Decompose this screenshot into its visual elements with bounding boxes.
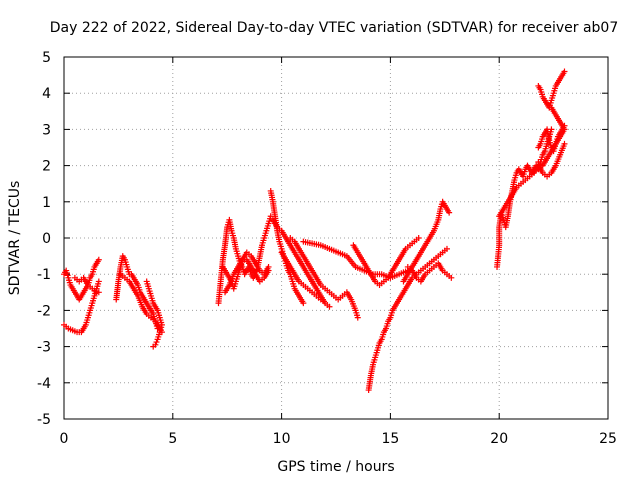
data-point <box>561 140 568 147</box>
y-tick-labels: -5 -4 -3 -2 -1 0 1 2 3 4 5 <box>37 50 51 428</box>
series-trace-03 <box>71 274 102 296</box>
y-tick-label: 1 <box>42 195 51 211</box>
y-tick-label: -4 <box>37 376 51 392</box>
data-point <box>446 209 453 216</box>
series-trace-02 <box>61 278 102 336</box>
data-points <box>61 68 568 394</box>
data-point <box>265 267 272 274</box>
series-trace-16 <box>365 245 450 394</box>
series-trace-17 <box>400 198 453 285</box>
data-point <box>443 245 450 252</box>
data-point <box>561 68 568 75</box>
series-trace-05 <box>117 271 165 336</box>
data-point <box>154 336 161 343</box>
data-point <box>448 274 455 281</box>
series-trace-09 <box>222 256 272 296</box>
x-tick-label: 25 <box>599 431 617 447</box>
series-trace-20 <box>496 140 568 220</box>
grid-lines <box>64 57 608 419</box>
y-axis-label: SDTVAR / TECUs <box>7 181 23 296</box>
y-tick-label: 3 <box>42 122 51 138</box>
series-trace-15 <box>350 235 422 289</box>
x-tick-labels: 0 5 10 15 20 25 <box>60 431 617 447</box>
data-point <box>95 278 102 285</box>
series-trace-06 <box>143 278 165 350</box>
y-tick-label: -1 <box>37 267 51 283</box>
y-tick-label: -2 <box>37 303 51 319</box>
data-point <box>535 158 542 165</box>
data-point <box>95 256 102 263</box>
y-tick-label: 2 <box>42 159 51 175</box>
series-trace-11 <box>269 216 333 310</box>
y-tick-label: -3 <box>37 340 51 356</box>
y-tick-label: 4 <box>42 86 51 102</box>
y-tick-label: 0 <box>42 231 51 247</box>
axis-ticks <box>63 56 609 420</box>
x-axis-label: GPS time / hours <box>277 459 394 475</box>
data-point <box>95 289 102 296</box>
series-trace-18 <box>404 260 455 285</box>
chart-title: Day 222 of 2022, Sidereal Day-to-day VTE… <box>50 20 619 36</box>
data-point <box>317 296 324 303</box>
data-point <box>415 235 422 241</box>
x-tick-label: 15 <box>381 431 399 447</box>
data-point <box>150 343 157 350</box>
x-tick-label: 20 <box>490 431 508 447</box>
data-point <box>354 314 361 321</box>
series-trace-01 <box>61 256 102 303</box>
y-tick-label: -5 <box>37 412 51 428</box>
data-point <box>153 339 160 346</box>
data-point <box>326 303 333 310</box>
x-tick-label: 10 <box>273 431 291 447</box>
series-trace-13 <box>287 235 361 321</box>
series-trace-22 <box>535 68 568 111</box>
x-tick-label: 5 <box>168 431 177 447</box>
series-trace-23 <box>535 104 568 169</box>
x-tick-label: 0 <box>60 431 69 447</box>
y-tick-label: 5 <box>42 50 51 66</box>
series-trace-12 <box>278 249 324 303</box>
data-point <box>300 300 307 307</box>
